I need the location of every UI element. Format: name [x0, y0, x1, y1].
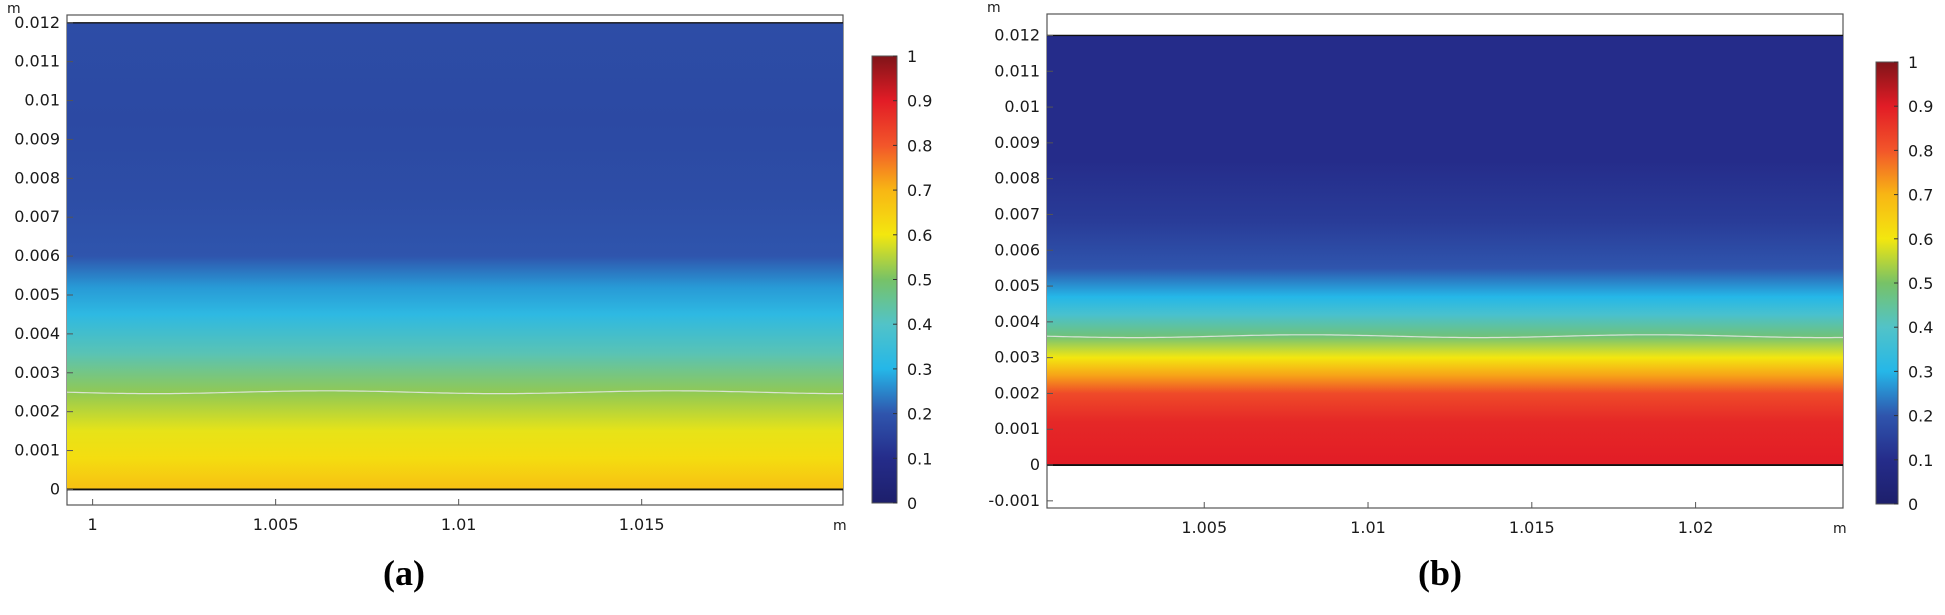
x-tick-label: 1.01	[1350, 518, 1386, 537]
x-tick-label: 1.02	[1678, 518, 1714, 537]
y-tick-label: 0.008	[14, 168, 60, 187]
x-unit-label-a: m	[833, 518, 847, 534]
colorbar-tick-label: 0.1	[1908, 451, 1933, 470]
colorbar-tick-label: 0.3	[907, 360, 932, 379]
panel-b: 1.005 1.01 1.015 1.02 -0.001 0 0.001 0.002 0.00…	[987, 0, 1933, 593]
colorbar-a: 0 0.1 0.2 0.3 0.4 0.5 0.6 0.7 0.8 0.9 1	[871, 47, 932, 513]
x-unit-label-b: m	[1833, 521, 1847, 537]
colorbar-tick-label: 0.5	[907, 271, 932, 290]
y-axis-b: -0.001 0 0.001 0.002 0.003 0.004 0.005 0.006 0.0…	[988, 25, 1053, 510]
heatmap-b	[1046, 34, 1843, 466]
y-tick-label: 0	[50, 479, 60, 498]
y-tick-label: 0.01	[1004, 97, 1040, 116]
y-tick-label: 0.006	[14, 246, 60, 265]
y-tick-label: 0.007	[14, 207, 60, 226]
colorbar-tick-label: 0	[1908, 495, 1918, 514]
y-tick-label: 0.008	[994, 169, 1040, 188]
y-axis-a: 0 0.001 0.002 0.003 0.004 0.005 0.006 0.007 0.00…	[14, 13, 73, 498]
colorbar-tick-label: 0.7	[907, 181, 932, 200]
y-tick-label: 0.003	[14, 363, 60, 382]
colorbar-tick-label: 0.9	[1908, 97, 1933, 116]
colorbar-tick-label: 0.6	[907, 226, 932, 245]
colorbar-tick-label: 0.8	[1908, 141, 1933, 160]
y-tick-label: 0.006	[994, 240, 1040, 259]
colorbar-tick-label: 0.2	[1908, 407, 1933, 426]
heat-field-b	[1047, 35, 1843, 466]
y-tick-label: 0.003	[994, 348, 1040, 367]
colorbar-tick-label: 0.8	[907, 136, 932, 155]
contour-line-a	[66, 390, 843, 395]
heat-field-a	[67, 22, 843, 490]
colorbar-tick-label: 0.7	[1908, 186, 1933, 205]
y-tick-label: 0.004	[14, 324, 60, 343]
y-tick-label: 0.005	[994, 276, 1040, 295]
y-tick-label: -0.001	[988, 491, 1040, 510]
colorbar-tick-label: 0.6	[1908, 230, 1933, 249]
x-tick-label: 1.01	[441, 515, 477, 534]
colorbar-tick-label: 0.2	[907, 405, 932, 424]
colorbar-tick-label: 1	[1908, 53, 1918, 72]
y-tick-label: 0.002	[14, 402, 60, 421]
y-tick-label: 0.005	[14, 285, 60, 304]
colorbar-tick-label: 0	[907, 494, 917, 513]
x-tick-label: 1	[88, 515, 98, 534]
y-unit-label-a: m	[7, 1, 21, 17]
y-tick-label: 0	[1030, 455, 1040, 474]
y-tick-label: 0.011	[994, 61, 1040, 80]
colorbar-tick-label: 0.3	[1908, 362, 1933, 381]
y-tick-label: 0.01	[24, 91, 60, 110]
colorbar-b: 0 0.1 0.2 0.3 0.4 0.5 0.6 0.7 0.8 0.9 1	[1875, 53, 1933, 514]
y-tick-label: 0.012	[14, 13, 60, 32]
colorbar-tick-label: 1	[907, 47, 917, 66]
y-tick-label: 0.007	[994, 204, 1040, 223]
colorbar-tick-label: 0.4	[907, 315, 932, 334]
x-axis-b: 1.005 1.01 1.015 1.02	[1181, 502, 1713, 537]
caption-b: (b)	[1418, 553, 1462, 593]
y-tick-label: 0.011	[14, 52, 60, 71]
colorbar-tick-label: 0.4	[1908, 318, 1933, 337]
x-axis-a: 1 1.005 1.01 1.015	[88, 499, 665, 534]
colorbar-tick-label: 0.1	[907, 449, 932, 468]
colorbar-scale	[871, 55, 898, 504]
panel-a: 1 1.005 1.01 1.015 0 0.001 0.002 0.003 0.004 0.0…	[7, 1, 932, 593]
y-tick-label: 0.002	[994, 383, 1040, 402]
x-tick-label: 1.005	[253, 515, 299, 534]
colorbar-tick-label: 0.5	[1908, 274, 1933, 293]
y-tick-label: 0.001	[14, 441, 60, 460]
x-tick-label: 1.015	[1509, 518, 1555, 537]
y-tick-label: 0.012	[994, 25, 1040, 44]
y-tick-label: 0.009	[994, 133, 1040, 152]
y-unit-label-b: m	[987, 0, 1001, 16]
y-tick-label: 0.009	[14, 129, 60, 148]
contour-line-b	[1046, 334, 1843, 339]
x-tick-label: 1.015	[619, 515, 665, 534]
colorbar-tick-label: 0.9	[907, 92, 932, 111]
heatmap-a	[66, 22, 843, 491]
y-tick-label: 0.004	[994, 312, 1040, 331]
x-tick-label: 1.005	[1181, 518, 1227, 537]
y-tick-label: 0.001	[994, 419, 1040, 438]
caption-a: (a)	[383, 553, 425, 593]
